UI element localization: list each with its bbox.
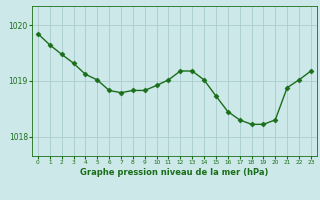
X-axis label: Graphe pression niveau de la mer (hPa): Graphe pression niveau de la mer (hPa) [80,168,268,177]
